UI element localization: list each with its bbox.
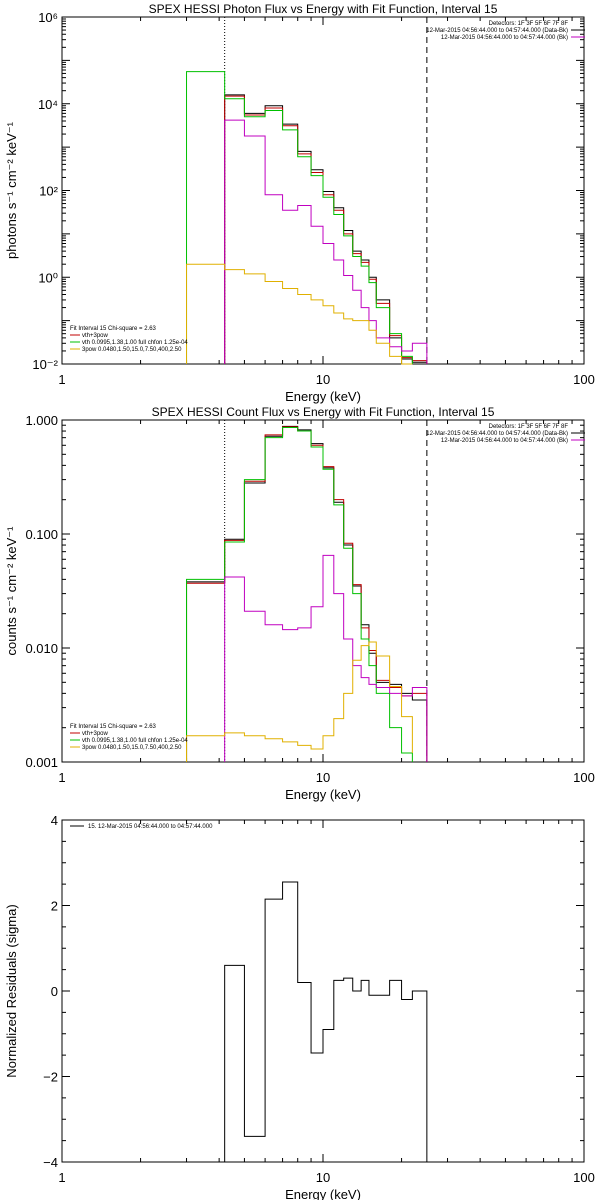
y-axis-label: photons s⁻¹ cm⁻² keV⁻¹ [4,121,19,259]
x-tick-label: 1 [58,372,65,387]
legend-entry: vth+3pow [82,333,109,339]
y-tick-label: 2 [51,899,58,914]
y-tick-label: 4 [51,813,58,828]
chart-title: SPEX HESSI Count Flux vs Energy with Fit… [152,405,495,419]
y-tick-label: 10⁶ [38,10,58,25]
y-tick-label: 10² [39,184,58,199]
legend-entry: 12-Mar-2015 04:56:44.000 to 04:57:44.000… [426,28,568,34]
x-axis-label: Energy (keV) [285,389,361,404]
y-axis-ticks [62,18,584,365]
x-tick-label: 10 [316,770,330,785]
x-tick-label: 100 [573,770,595,785]
series-line-5 [186,641,413,762]
y-tick-label: −4 [43,1155,58,1170]
series-line-4 [224,554,428,762]
series-line-4 [224,119,428,364]
x-tick-label: 10 [316,372,330,387]
y-tick-label: 10⁰ [38,270,58,285]
x-tick-label: 1 [58,1170,65,1185]
chart-panel-1: 1 10 100 10⁻² 10⁰ 10² 10⁴ 10⁶ SPEX HESSI Photon … [4,2,595,404]
x-axis-ticks [61,820,585,1162]
y-tick-label: 0.001 [25,755,58,770]
legend-entry: 12-Mar-2015 04:56:44.000 to 04:57:44.000… [441,35,568,41]
y-tick-label: 0.100 [25,527,58,542]
legend-entry: vth 0.0995,1.38,1.00 full chfon 1.25e-04 [82,738,188,744]
legend-entry: 12-Mar-2015 04:56:44.000 to 04:57:44.000… [441,438,568,444]
series-line-3 [186,426,413,762]
legend-entry: 15. 12-Mar-2015 04:56:44.000 to 04:57:44… [88,824,213,830]
x-axis-ticks [61,17,585,364]
y-tick-label: 10⁻² [32,357,58,372]
y-axis-ticks [62,819,584,1163]
y-axis-label: counts s⁻¹ cm⁻² keV⁻¹ [4,526,19,656]
x-tick-label: 100 [573,372,595,387]
y-tick-label: 10⁴ [38,97,58,112]
x-tick-label: 10 [316,1170,330,1185]
plot-frame [61,819,585,1163]
legend-entry: Detectors: 1F 3F 5F 6F 7F 8F [489,21,569,27]
y-tick-label: 0 [51,984,58,999]
chart-title: SPEX HESSI Photon Flux vs Energy with Fi… [149,2,498,16]
legend-entry: 3pow 0.0480,1.50,15.0,7.50,400,2.50 [82,745,182,751]
series-line-5 [186,263,413,365]
legend-entry: vth 0.0995,1.38,1.00 full chfon 1.25e-04 [82,340,188,346]
series-line-1 [224,94,428,364]
x-axis-label: Energy (keV) [285,1187,361,1200]
chart-panel-2: 1 10 100 0.001 0.010 0.100 1.000 SPEX HESSI Cou… [4,405,595,802]
legend-header: Fit Interval 15 Chi-square = 2.63 [70,724,157,730]
y-axis-ticks [62,424,584,763]
series-line-2 [186,426,428,762]
legend-entry: 12-Mar-2015 04:56:44.000 to 04:57:44.000… [426,431,568,437]
y-tick-label: 1.000 [25,413,58,428]
y-tick-label: −2 [43,1070,58,1085]
legend-entry: Detectors: 1F 3F 5F 6F 7F 8F [489,424,569,430]
series-line-1 [224,881,428,1162]
series-line-1 [186,425,428,762]
series-line-3 [186,71,413,364]
chart-panel-3: 1 10 100 −4 −2 0 2 4 Energy (keV) Normalized Resi… [4,813,595,1200]
legend-entry: 3pow 0.0480,1.50,15.0,7.50,400,2.50 [82,347,182,353]
x-axis-ticks [61,420,585,762]
y-tick-label: 0.010 [25,641,58,656]
x-tick-label: 1 [58,770,65,785]
x-axis-label: Energy (keV) [285,787,361,802]
legend-header: Fit Interval 15 Chi-square = 2.63 [70,326,157,332]
legend-entry: vth+3pow [82,731,109,737]
x-tick-label: 100 [573,1170,595,1185]
y-axis-label: Normalized Residuals (sigma) [4,904,19,1077]
